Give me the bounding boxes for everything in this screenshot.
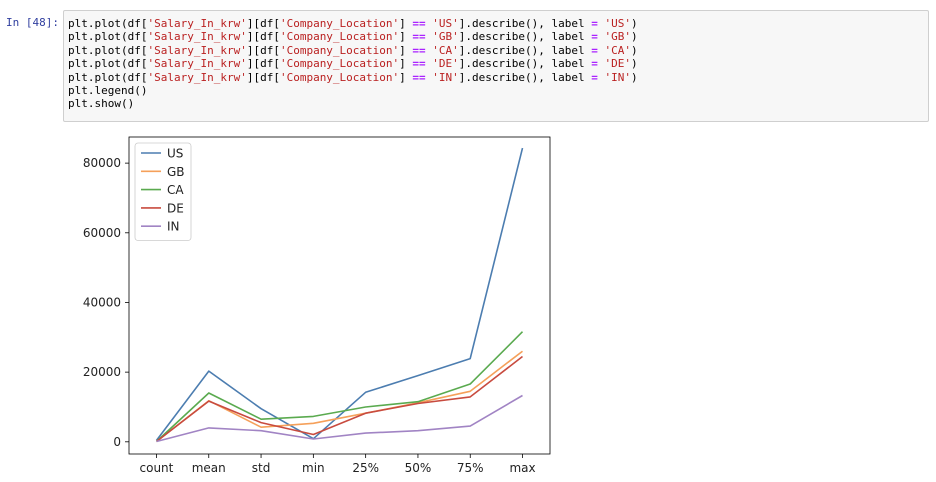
x-tick-label: 25% — [352, 461, 379, 475]
code-token: ] — [399, 30, 413, 44]
code-token: 'CA' — [432, 43, 459, 57]
y-tick-label: 20000 — [83, 365, 121, 379]
code-token: ].describe(), label — [458, 30, 592, 44]
code-line: plt.show() — [68, 97, 924, 110]
code-line: plt.plot(df['Salary_In_krw'][df['Company… — [68, 17, 924, 30]
code-token: 'Salary_In_krw' — [147, 70, 247, 84]
code-token: 'Company_Location' — [279, 43, 400, 57]
code-cell-editor[interactable]: plt.plot(df['Salary_In_krw'][df['Company… — [63, 10, 929, 122]
code-token: ][df[ — [246, 43, 280, 57]
x-tick-label: min — [302, 461, 325, 475]
code-token: 'Salary_In_krw' — [147, 43, 247, 57]
code-token: ) — [631, 70, 638, 84]
code-line: plt.plot(df['Salary_In_krw'][df['Company… — [68, 71, 924, 84]
code-token: ) — [631, 30, 638, 44]
code-token: plt.plot(df[ — [68, 43, 148, 57]
code-token: 'Company_Location' — [279, 57, 400, 71]
y-tick-label: 60000 — [83, 226, 121, 240]
legend-label: DE — [167, 201, 184, 215]
x-tick-label: 75% — [457, 461, 484, 475]
code-token: 'Company_Location' — [279, 30, 400, 44]
code-token: ) — [631, 43, 638, 57]
plot-frame — [128, 136, 551, 455]
code-token: = — [591, 43, 598, 57]
code-token: ][df[ — [246, 30, 280, 44]
code-token: == — [412, 57, 426, 71]
code-token: == — [412, 70, 426, 84]
code-token: = — [591, 57, 598, 71]
x-tick-label: 50% — [405, 461, 432, 475]
code-token: plt.plot(df[ — [68, 30, 148, 44]
code-token: ].describe(), label — [458, 57, 592, 71]
code-token: ) — [631, 17, 638, 30]
code-token: ][df[ — [246, 70, 280, 84]
code-token: == — [412, 17, 426, 30]
cell-input-prompt: In [48]: — [6, 16, 59, 29]
code-line: plt.plot(df['Salary_In_krw'][df['Company… — [68, 30, 924, 43]
x-tick-label: count — [140, 461, 174, 475]
legend-label: US — [167, 147, 183, 161]
series-line-in — [156, 394, 523, 443]
code-token: ].describe(), label — [458, 43, 592, 57]
code-token: 'CA' — [604, 43, 632, 57]
code-token: 'IN' — [432, 70, 459, 84]
legend-label: CA — [167, 183, 184, 197]
code-token: ] — [399, 43, 413, 57]
code-token: ].describe(), label — [458, 70, 592, 84]
code-token: 'US' — [604, 17, 632, 30]
code-token — [598, 71, 605, 84]
legend-label: IN — [167, 220, 180, 234]
code-token: ) — [631, 57, 638, 71]
code-token: ] — [399, 57, 413, 71]
code-token: 'US' — [432, 17, 459, 30]
code-token: 'DE' — [604, 57, 632, 71]
code-token: 'Salary_In_krw' — [147, 30, 247, 44]
code-token: ][df[ — [246, 57, 280, 71]
x-tick-label: std — [252, 461, 271, 475]
code-token: 'Company_Location' — [279, 70, 400, 84]
code-token: 'GB' — [432, 30, 459, 44]
code-token: 'DE' — [432, 57, 459, 71]
code-line: plt.legend() — [68, 84, 924, 97]
code-token: ][df[ — [246, 17, 280, 30]
code-token: ] — [399, 17, 413, 30]
code-token: plt.legend() — [68, 84, 148, 98]
cell-output: 0 20000 40000 60000 80000 count mean std min 25%… — [63, 126, 583, 478]
legend-box — [134, 142, 192, 241]
code-token: 'Salary_In_krw' — [147, 17, 247, 30]
legend-label: GB — [167, 165, 185, 179]
code-body: plt.plot(df['Salary_In_krw'][df['Company… — [68, 17, 924, 111]
code-token: 'IN' — [604, 70, 632, 84]
code-line: plt.plot(df['Salary_In_krw'][df['Company… — [68, 57, 924, 70]
code-token: ] — [399, 70, 413, 84]
code-token: = — [591, 17, 598, 30]
x-tick-label: mean — [192, 461, 226, 475]
x-tick-label: max — [509, 461, 535, 475]
code-token: plt.plot(df[ — [68, 70, 148, 84]
y-tick-label: 0 — [113, 435, 121, 449]
code-token: == — [412, 30, 426, 44]
code-token: = — [591, 30, 598, 44]
code-token: plt.plot(df[ — [68, 57, 148, 71]
line-chart: 0 20000 40000 60000 80000 count mean std min 25%… — [83, 136, 551, 475]
code-token: plt.plot(df[ — [68, 17, 148, 30]
y-tick-label: 40000 — [83, 295, 121, 309]
code-token — [598, 17, 605, 30]
code-token: 'GB' — [604, 30, 632, 44]
series-line-ca — [155, 331, 524, 443]
code-token: 'Company_Location' — [279, 17, 400, 30]
code-token — [598, 57, 605, 70]
code-line: plt.plot(df['Salary_In_krw'][df['Company… — [68, 44, 924, 57]
series-line-de — [156, 355, 523, 443]
code-token — [598, 44, 605, 57]
code-token: plt.show() — [68, 97, 135, 111]
y-tick-label: 80000 — [83, 156, 121, 170]
code-token: ].describe(), label — [458, 17, 592, 30]
code-token: = — [591, 70, 598, 84]
series-line-us — [155, 147, 524, 441]
code-token — [598, 30, 605, 43]
code-token: 'Salary_In_krw' — [147, 57, 247, 71]
code-token: == — [412, 43, 426, 57]
